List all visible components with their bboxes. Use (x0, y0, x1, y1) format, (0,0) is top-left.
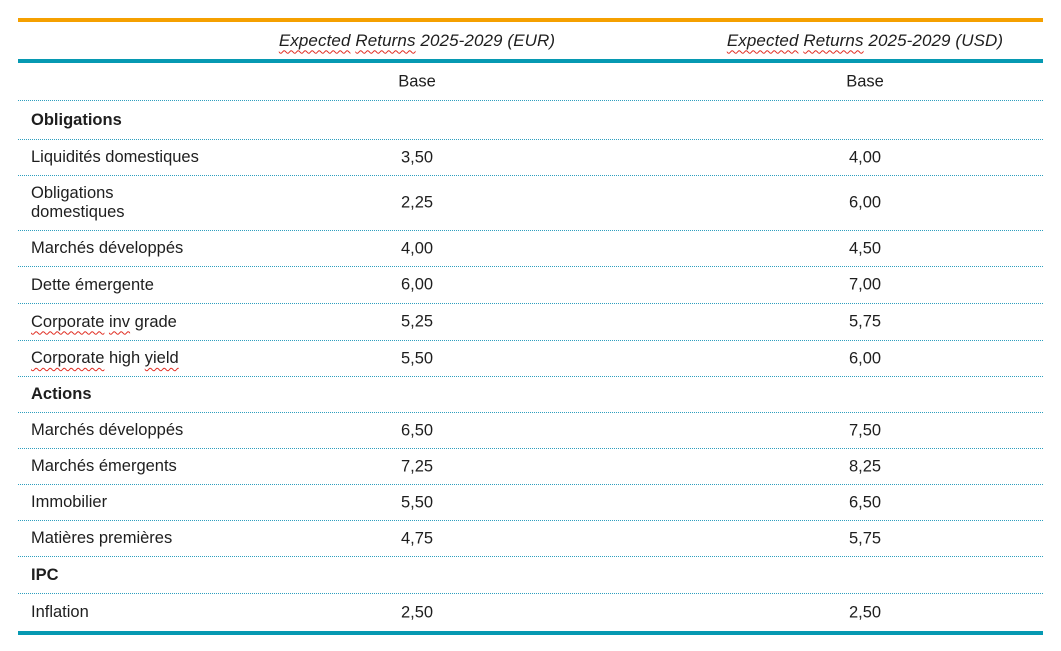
row-label: Marchés développés (31, 239, 184, 257)
usd-value: 2,50 (848, 603, 882, 621)
table-bottom-rule (18, 631, 1043, 635)
usd-value: 4,50 (848, 239, 882, 257)
eur-base-label: Base (398, 72, 436, 90)
row-label-word: yield (144, 349, 179, 367)
row-label: Dette émergente (31, 275, 154, 294)
table-row-obligations-domestiques: Obligations domestiques 2,25 6,00 (18, 176, 1043, 231)
eur-value: 2,25 (400, 193, 434, 212)
eur-value: 4,00 (400, 239, 434, 257)
column-header-row: Expected Returns 2025-2029 (EUR) Expecte… (18, 22, 1043, 59)
row-label: Marchés émergents (31, 457, 177, 475)
table-row-corporate-inv-grade: Corporate inv grade 5,25 5,75 (18, 304, 1043, 341)
table-row-matieres-premieres: Matières premières 4,75 5,75 (18, 521, 1043, 557)
table-row-dette-emergente: Dette émergente 6,00 7,00 (18, 267, 1043, 304)
table-row-corporate-high-yield: Corporate high yield 5,50 6,00 (18, 341, 1043, 377)
row-label: Corporate high yield (18, 349, 179, 368)
eur-value: 6,50 (400, 421, 434, 439)
eur-value: 6,00 (400, 275, 434, 294)
row-label: Marchés développés (31, 421, 184, 439)
eur-value: 7,25 (400, 457, 434, 475)
table-row-marches-developpes-actions: Marchés développés 6,50 7,50 (18, 413, 1043, 449)
expected-returns-table: Expected Returns 2025-2029 (EUR) Expecte… (18, 18, 1043, 635)
row-label-word: high (108, 349, 141, 367)
usd-value: 5,75 (848, 529, 882, 547)
section-row-obligations: Obligations (18, 101, 1043, 140)
row-label-line: Obligations (31, 184, 114, 202)
section-row-actions: Actions (18, 377, 1043, 413)
usd-value: 8,25 (848, 457, 882, 475)
section-label: Actions (31, 385, 92, 403)
usd-value: 7,50 (848, 421, 882, 439)
header-word: Returns (803, 30, 864, 50)
row-label-word: Corporate (31, 312, 105, 331)
base-subheader-row: Base Base (18, 63, 1043, 101)
table-top-rule (18, 18, 1043, 22)
eur-value: 2,50 (400, 603, 434, 621)
usd-value: 6,50 (848, 493, 882, 511)
row-label: Obligations domestiques (18, 184, 125, 222)
usd-value: 4,00 (848, 148, 882, 166)
row-label-line: domestiques (31, 203, 125, 221)
usd-value: 6,00 (848, 193, 882, 212)
row-label: Corporate inv grade (18, 313, 177, 332)
table-row-marches-emergents: Marchés émergents 7,25 8,25 (18, 449, 1043, 485)
table-row-immobilier: Immobilier 5,50 6,50 (18, 485, 1043, 521)
eur-value: 5,25 (400, 312, 434, 331)
row-label: Liquidités domestiques (31, 148, 199, 166)
header-word: 2025-2029 (EUR) (420, 30, 556, 50)
table-row-liquidites-domestiques: Liquidités domestiques 3,50 4,00 (18, 140, 1043, 176)
usd-value: 6,00 (848, 349, 882, 367)
row-label-word: inv (108, 312, 131, 331)
eur-value: 5,50 (400, 349, 434, 367)
section-label: IPC (31, 565, 59, 584)
row-label: Immobilier (31, 493, 108, 511)
usd-column-header: Expected Returns 2025-2029 (USD) (727, 31, 1003, 51)
row-label: Inflation (31, 603, 89, 621)
table-row-inflation: Inflation 2,50 2,50 (18, 594, 1043, 631)
header-rule (18, 59, 1043, 63)
eur-value: 5,50 (400, 493, 434, 511)
header-word: Returns (355, 30, 416, 50)
section-row-ipc: IPC (18, 557, 1043, 594)
section-label: Obligations (31, 110, 122, 129)
header-word: Expected (278, 30, 351, 50)
header-word: 2025-2029 (USD) (868, 30, 1004, 50)
header-word: Expected (726, 30, 799, 50)
usd-value: 7,00 (848, 275, 882, 294)
eur-value: 3,50 (400, 148, 434, 166)
usd-base-label: Base (846, 72, 884, 90)
row-label: Matières premières (31, 529, 173, 547)
usd-value: 5,75 (848, 312, 882, 331)
row-label-word: Corporate (31, 349, 105, 367)
row-label-word: grade (134, 312, 177, 331)
eur-value: 4,75 (400, 529, 434, 547)
eur-column-header: Expected Returns 2025-2029 (EUR) (279, 31, 555, 51)
table-row-marches-developpes-obligations: Marchés développés 4,00 4,50 (18, 231, 1043, 267)
